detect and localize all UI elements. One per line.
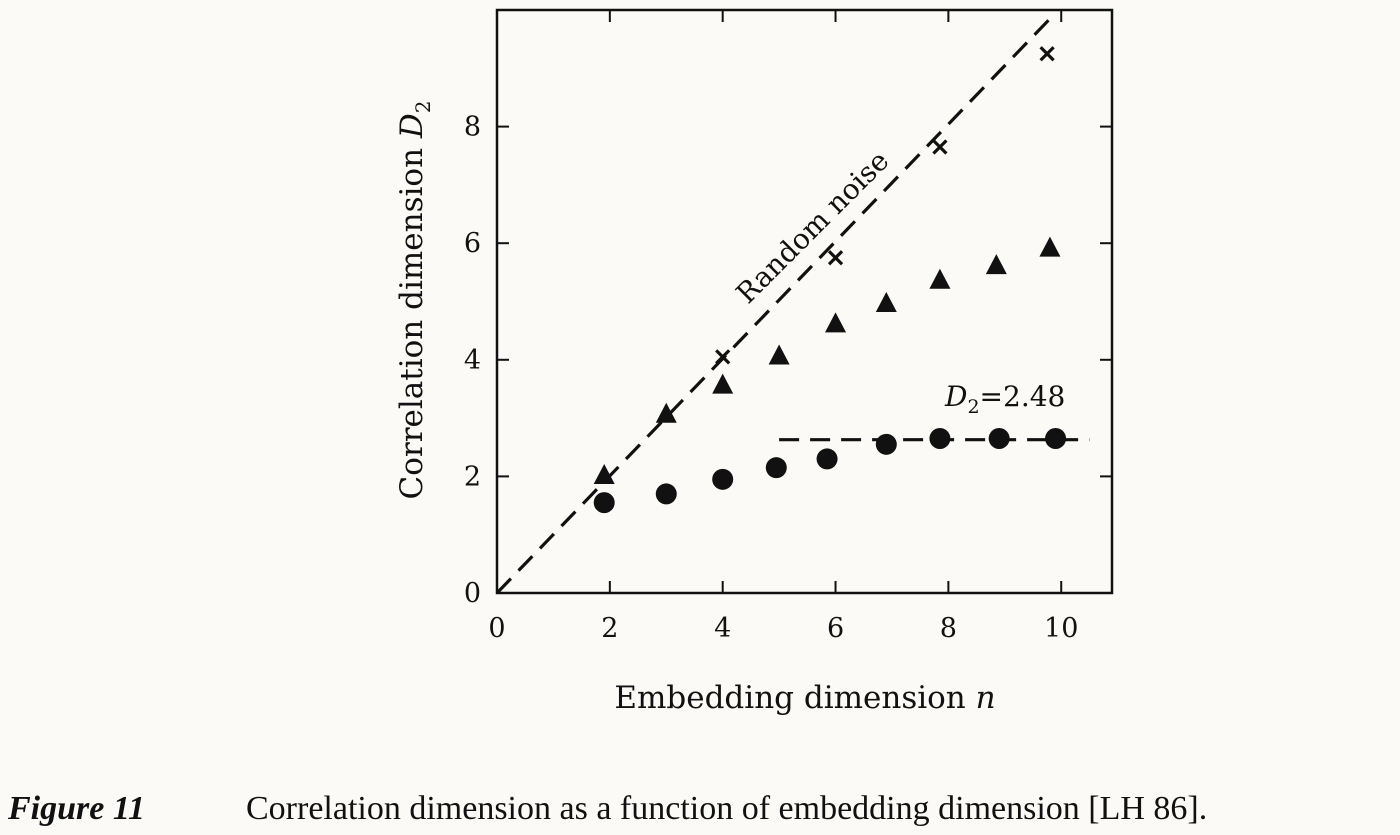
random-noise-label: Random noise bbox=[730, 144, 896, 310]
circle-point bbox=[988, 428, 1010, 450]
triangle-point bbox=[593, 464, 615, 484]
triangle-point bbox=[985, 254, 1007, 275]
circle-point bbox=[1045, 428, 1067, 450]
circle-point bbox=[816, 448, 838, 470]
triangle-point bbox=[655, 402, 677, 423]
triangle-point bbox=[929, 268, 951, 289]
circle-point bbox=[875, 433, 897, 455]
cross-point bbox=[827, 250, 844, 266]
cross-point bbox=[932, 139, 948, 155]
chart: 0 2 4 6 8 10 0 2 4 6 8 Random noise D2=2.48 Embedd… bbox=[394, 8, 1114, 716]
plot-frame bbox=[495, 8, 1114, 595]
x-tick-label: 0 bbox=[488, 613, 505, 644]
triangle-point bbox=[768, 344, 790, 365]
x-tick-label: 10 bbox=[1044, 613, 1078, 644]
figure-caption: Figure 11 Correlation dimension as a fun… bbox=[8, 790, 1398, 834]
circle-point bbox=[593, 492, 615, 514]
triangle-point bbox=[1039, 236, 1061, 257]
circle-point bbox=[655, 483, 677, 505]
reference-lines bbox=[495, 14, 1090, 595]
triangle-point bbox=[825, 312, 847, 333]
cross-point bbox=[715, 349, 731, 365]
circle-point bbox=[929, 428, 951, 450]
circle-point bbox=[765, 457, 787, 479]
triangle-point bbox=[712, 373, 734, 394]
d2-annotation: D2=2.48 bbox=[944, 380, 1065, 418]
x-axis-title: Embedding dimension n bbox=[614, 680, 995, 716]
x-tick-label: 2 bbox=[601, 613, 618, 644]
cross-point bbox=[1039, 46, 1055, 62]
triangle-point bbox=[875, 292, 897, 313]
circle-point bbox=[712, 468, 734, 490]
y-tick-label: 8 bbox=[464, 112, 481, 143]
y-tick-label: 2 bbox=[464, 461, 481, 492]
y-tick-label: 6 bbox=[464, 228, 481, 259]
x-tick-label: 4 bbox=[714, 613, 731, 644]
data-markers bbox=[593, 46, 1067, 514]
y-tick-label: 0 bbox=[464, 578, 481, 609]
figure-label: Figure 11 bbox=[8, 790, 145, 827]
caption-text: Correlation dimension as a function of e… bbox=[246, 790, 1208, 827]
y-tick-label: 4 bbox=[464, 345, 481, 376]
x-tick-label: 8 bbox=[940, 613, 957, 644]
x-tick-label: 6 bbox=[827, 613, 844, 644]
ticks: 0 2 4 6 8 10 0 2 4 6 8 bbox=[464, 10, 1112, 644]
random-noise-line bbox=[495, 14, 1054, 595]
y-axis-title: Correlation dimension D2 bbox=[394, 101, 435, 500]
